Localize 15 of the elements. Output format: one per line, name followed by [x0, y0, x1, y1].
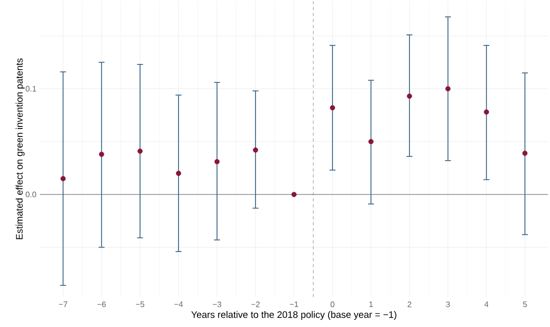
- point: [98, 152, 104, 157]
- point: [214, 159, 220, 164]
- point: [330, 105, 336, 110]
- x-axis-title: Years relative to the 2018 policy (base year = −1): [191, 311, 396, 320]
- point: [291, 192, 297, 198]
- y-axis-title: Estimated effect on green invention patents: [16, 58, 25, 240]
- point: [137, 148, 143, 154]
- point: [522, 150, 528, 156]
- point: [60, 176, 66, 182]
- point: [252, 147, 258, 153]
- point: [176, 170, 182, 176]
- point: [406, 94, 412, 99]
- point: [445, 86, 451, 92]
- point: [368, 139, 374, 144]
- point: [484, 109, 490, 115]
